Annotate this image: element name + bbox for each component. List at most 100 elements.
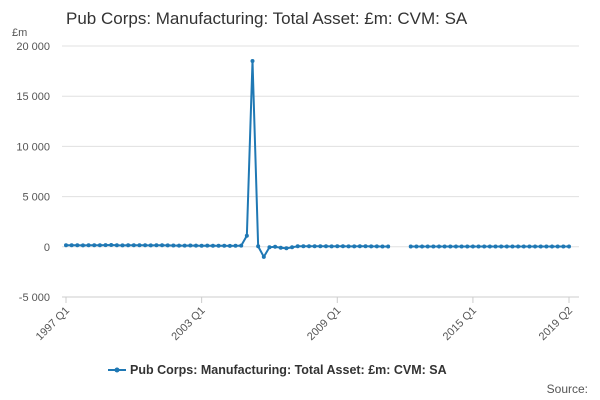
point [323, 244, 328, 249]
point [160, 243, 165, 248]
point [544, 244, 549, 249]
y-tick-label: 5 000 [22, 192, 50, 204]
point [227, 243, 232, 248]
point [301, 244, 306, 249]
legend-marker [114, 367, 120, 373]
point [318, 244, 323, 249]
point [459, 244, 464, 249]
series-line [65, 61, 389, 259]
point [386, 244, 391, 249]
point [476, 244, 481, 249]
chart-title: Pub Corps: Manufacturing: Total Asset: £… [66, 9, 468, 28]
point [425, 244, 430, 249]
point [256, 244, 261, 249]
y-unit: £m [12, 27, 27, 39]
point [567, 244, 571, 249]
x-tick-label: 2019 Q2 [537, 305, 575, 343]
x-tick-label: 2015 Q1 [441, 305, 479, 343]
point [86, 243, 91, 248]
point [352, 244, 357, 249]
point [222, 243, 227, 248]
point [103, 243, 108, 248]
source: Source: [547, 382, 588, 396]
x-tick-label: 2003 Q1 [169, 305, 207, 343]
point [408, 244, 413, 249]
y-tick-label: 15 000 [16, 91, 50, 103]
point [561, 244, 566, 249]
point [171, 243, 176, 248]
point [482, 244, 487, 249]
point [431, 244, 436, 249]
point [516, 244, 521, 249]
point [442, 244, 447, 249]
point [357, 244, 362, 249]
point [470, 244, 475, 249]
point [80, 243, 85, 248]
point [120, 243, 125, 248]
y-tick-label: 20 000 [16, 41, 50, 53]
point [205, 243, 210, 248]
point [290, 245, 295, 250]
point [346, 244, 351, 249]
point [278, 245, 283, 250]
point [199, 243, 204, 248]
point [414, 244, 419, 249]
point [92, 243, 97, 248]
point [126, 243, 131, 248]
point [493, 244, 498, 249]
point [533, 244, 538, 249]
point [154, 243, 159, 248]
point [182, 243, 187, 248]
point [307, 244, 312, 249]
point [363, 244, 368, 249]
x-tick-label: 1997 Q1 [34, 305, 72, 343]
point [369, 244, 374, 249]
point [75, 243, 80, 248]
y-tick-label: 10 000 [16, 141, 50, 153]
point [114, 243, 119, 248]
point [233, 243, 238, 248]
point [244, 233, 249, 238]
point [380, 244, 385, 249]
point [97, 243, 102, 248]
point [69, 243, 74, 248]
point [295, 244, 300, 249]
legend-label: Pub Corps: Manufacturing: Total Asset: £… [130, 363, 447, 377]
point [453, 244, 458, 249]
point [188, 243, 193, 248]
point [555, 244, 560, 249]
point [465, 244, 470, 249]
point [137, 243, 142, 248]
point [165, 243, 170, 248]
point [250, 59, 255, 64]
point [261, 254, 266, 259]
point [239, 243, 244, 248]
point [131, 243, 136, 248]
point [487, 244, 492, 249]
point [143, 243, 148, 248]
point [550, 244, 555, 249]
point [420, 244, 425, 249]
point [148, 243, 153, 248]
point [527, 244, 532, 249]
point [267, 245, 272, 250]
point [499, 244, 504, 249]
point [273, 244, 278, 249]
point [504, 244, 509, 249]
point [521, 244, 526, 249]
point [284, 246, 289, 251]
point [312, 244, 317, 249]
point [216, 243, 221, 248]
point [335, 244, 340, 249]
point [210, 243, 215, 248]
point [538, 244, 543, 249]
y-tick-label: 0 [44, 242, 50, 254]
point [177, 243, 182, 248]
y-tick-label: -5 000 [19, 292, 50, 304]
point [510, 244, 515, 249]
point [374, 244, 379, 249]
point [64, 243, 68, 248]
point [448, 244, 453, 249]
point [329, 244, 334, 249]
